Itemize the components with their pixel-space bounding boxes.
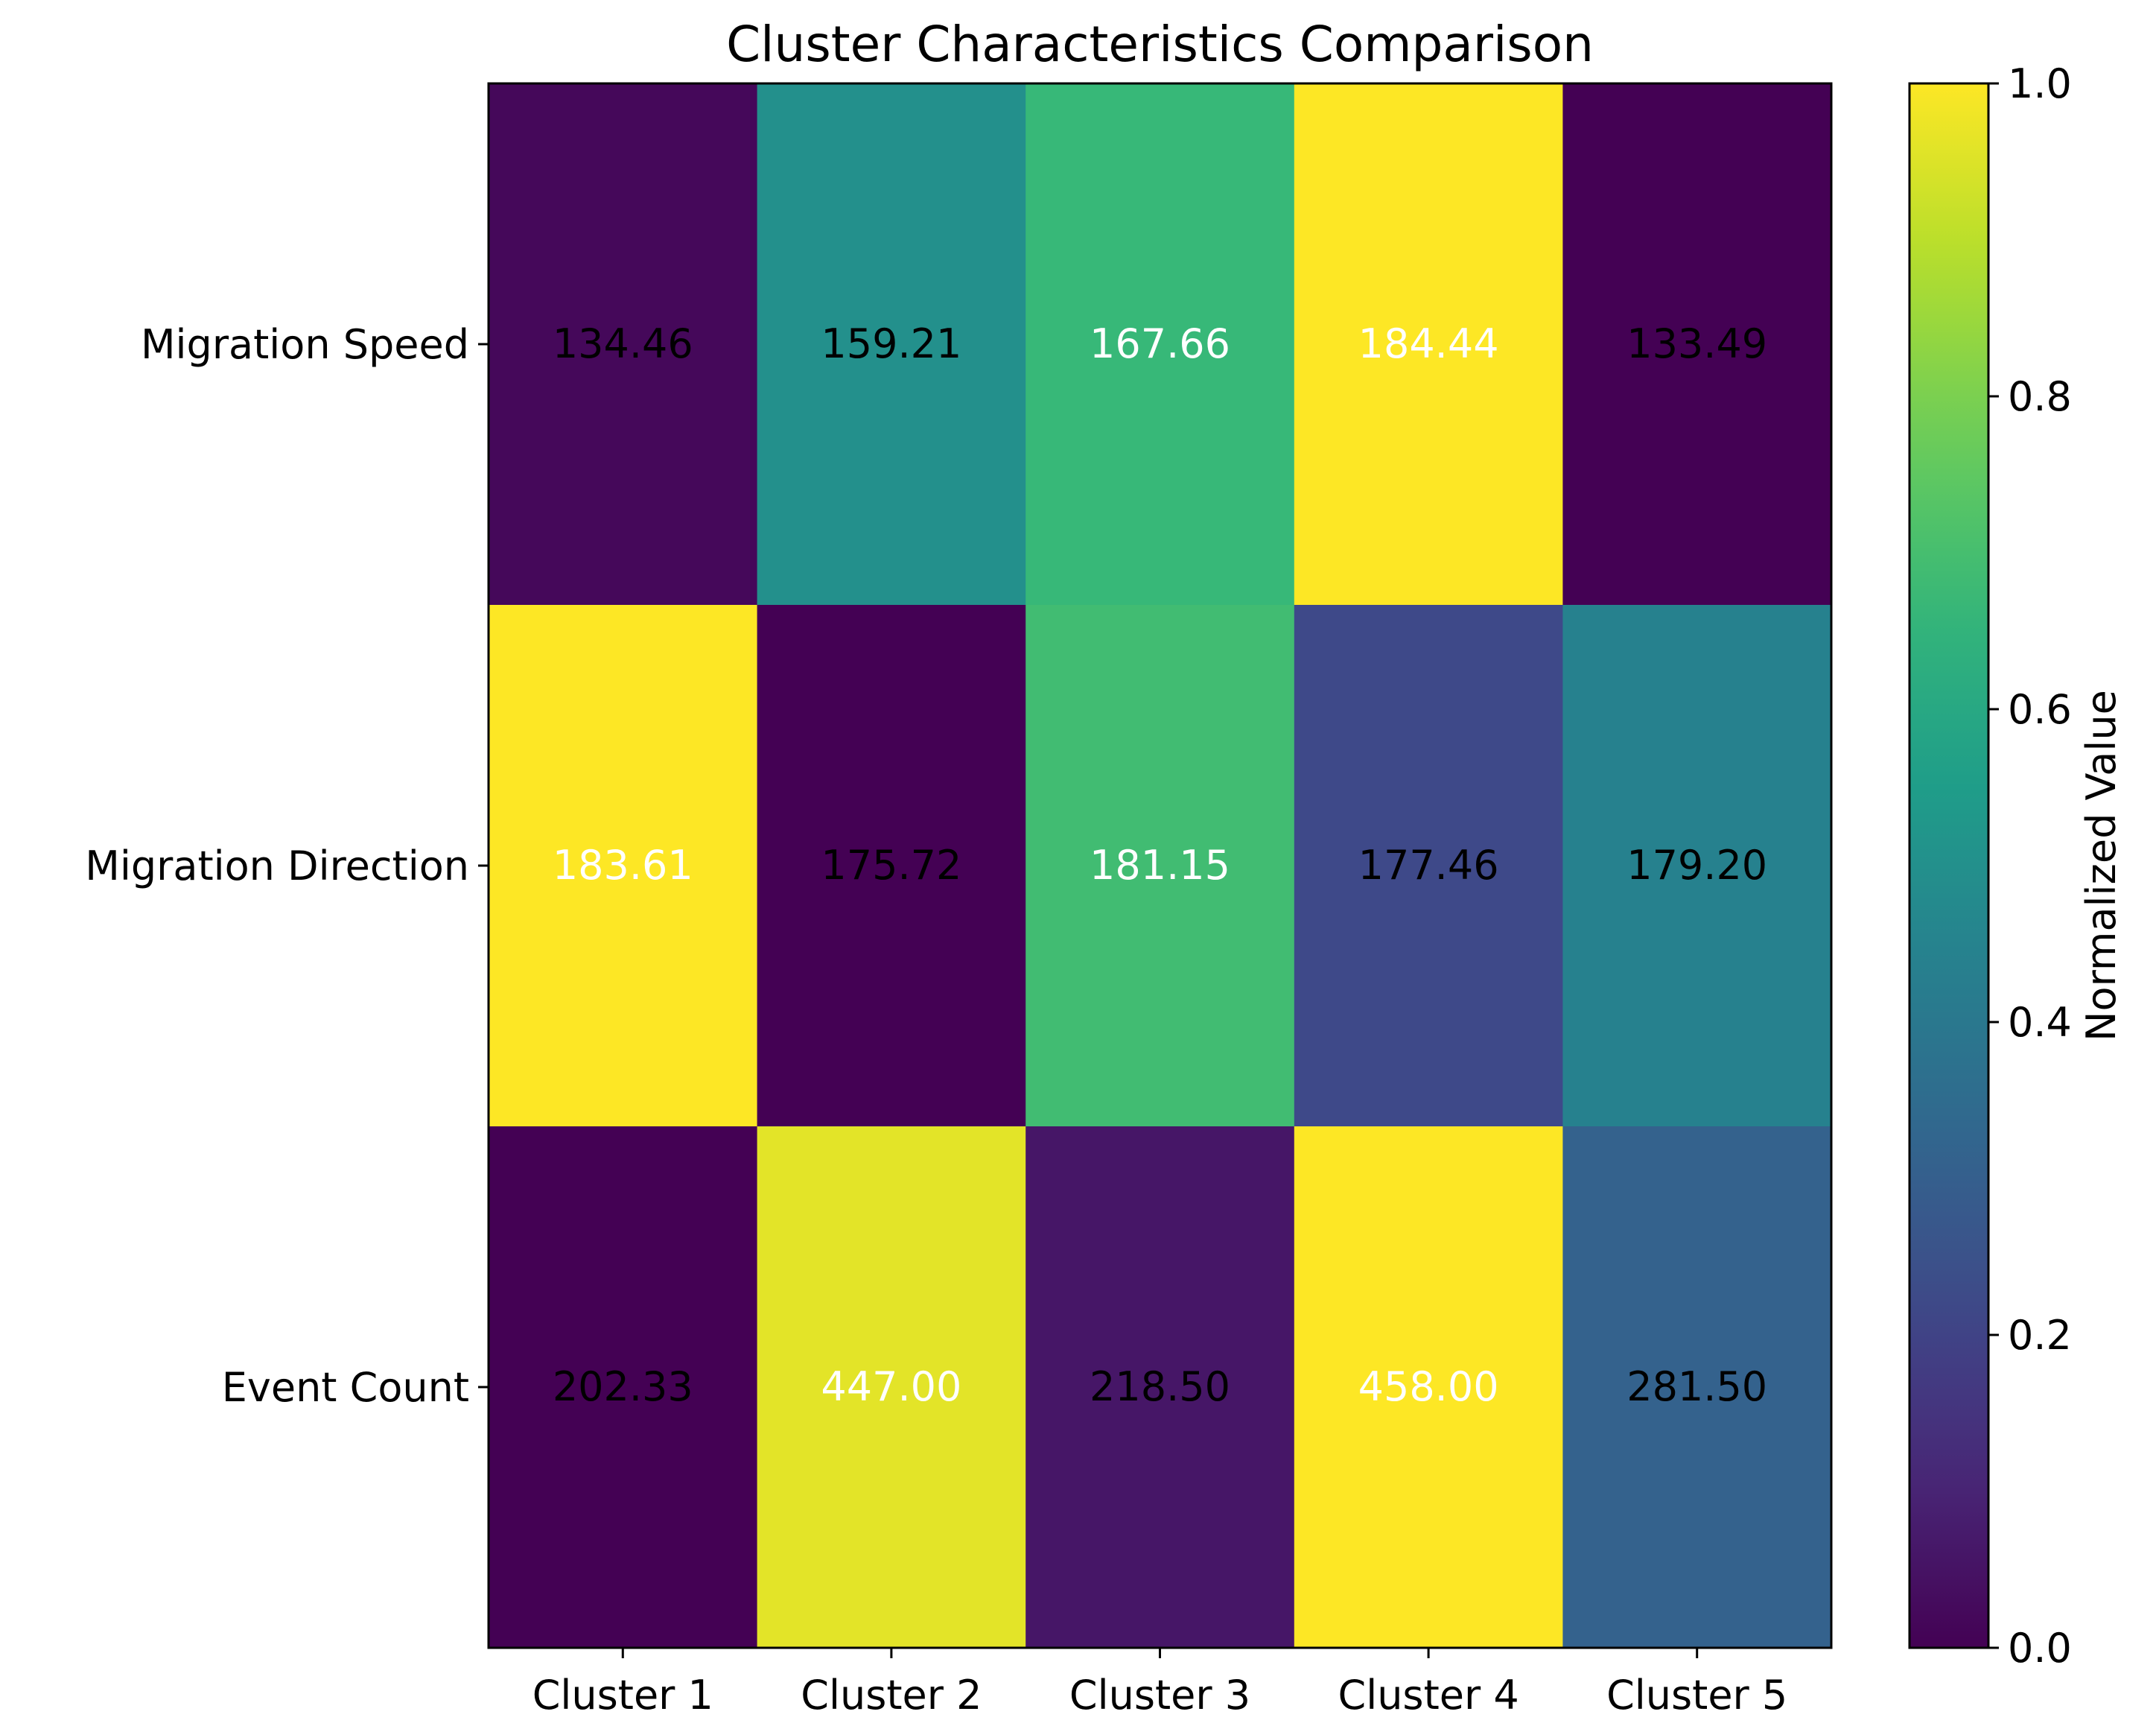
cell-value-label: 281.50 — [1626, 1363, 1767, 1410]
y-tick-label: Event Count — [222, 1364, 469, 1411]
cell-value-label: 184.44 — [1358, 320, 1499, 367]
heatmap-cell-r1-c1 — [489, 83, 758, 606]
cell-value-label: 447.00 — [821, 1363, 961, 1410]
colorbar-tick-label: 1.0 — [2008, 60, 2072, 107]
heatmap-cell-r2-c1 — [489, 605, 758, 1127]
heatmap-cell-r1-c4 — [1294, 83, 1563, 606]
colorbar-tick-label: 0.0 — [2008, 1625, 2072, 1672]
heatmap-cell-r1-c2 — [757, 83, 1026, 606]
chart-title: Cluster Characteristics Comparison — [726, 16, 1594, 73]
y-tick-label: Migration Direction — [85, 843, 469, 889]
cell-value-label: 458.00 — [1358, 1363, 1499, 1410]
heatmap-cell-r2-c4 — [1294, 605, 1563, 1127]
x-tick-label: Cluster 2 — [801, 1672, 982, 1719]
heatmap-cell-r3-c4 — [1294, 1126, 1563, 1649]
heatmap-cell-r3-c1 — [489, 1126, 758, 1649]
x-tick-label: Cluster 5 — [1606, 1672, 1787, 1719]
cell-value-label: 133.49 — [1626, 320, 1767, 367]
cell-value-label: 159.21 — [821, 320, 961, 367]
cell-value-label: 177.46 — [1358, 842, 1499, 889]
heatmap-cell-r3-c2 — [757, 1126, 1026, 1649]
heatmap-cell-r3-c3 — [1025, 1126, 1295, 1649]
x-tick-label: Cluster 3 — [1069, 1672, 1250, 1719]
cell-value-label: 134.46 — [553, 320, 693, 367]
x-tick-label: Cluster 4 — [1338, 1672, 1519, 1719]
y-tick-label: Migration Speed — [141, 321, 469, 368]
heatmap-cell-r3-c5 — [1562, 1126, 1832, 1649]
heatmap-cell-r1-c3 — [1025, 83, 1295, 606]
cell-value-label: 179.20 — [1626, 842, 1767, 889]
colorbar-tick-label: 0.8 — [2008, 373, 2072, 420]
cell-value-label: 183.61 — [553, 842, 693, 889]
cell-value-label: 167.66 — [1090, 320, 1230, 367]
cell-value-label: 175.72 — [821, 842, 961, 889]
colorbar — [1908, 82, 1990, 1649]
colorbar-tick-label: 0.6 — [2008, 686, 2072, 733]
colorbar-label: Normalized Value — [2078, 690, 2125, 1041]
cell-value-label: 181.15 — [1090, 842, 1230, 889]
colorbar-tick-label: 0.4 — [2008, 999, 2072, 1046]
heatmap-cell-r2-c5 — [1562, 605, 1832, 1127]
heatmap-cell-r2-c2 — [757, 605, 1026, 1127]
cell-value-label: 202.33 — [553, 1363, 693, 1410]
heatmap-cell-r1-c5 — [1562, 83, 1832, 606]
heatmap-cell-r2-c3 — [1025, 605, 1295, 1127]
colorbar-tick-label: 0.2 — [2008, 1312, 2072, 1359]
cell-value-label: 218.50 — [1090, 1363, 1230, 1410]
x-tick-label: Cluster 1 — [532, 1672, 713, 1719]
